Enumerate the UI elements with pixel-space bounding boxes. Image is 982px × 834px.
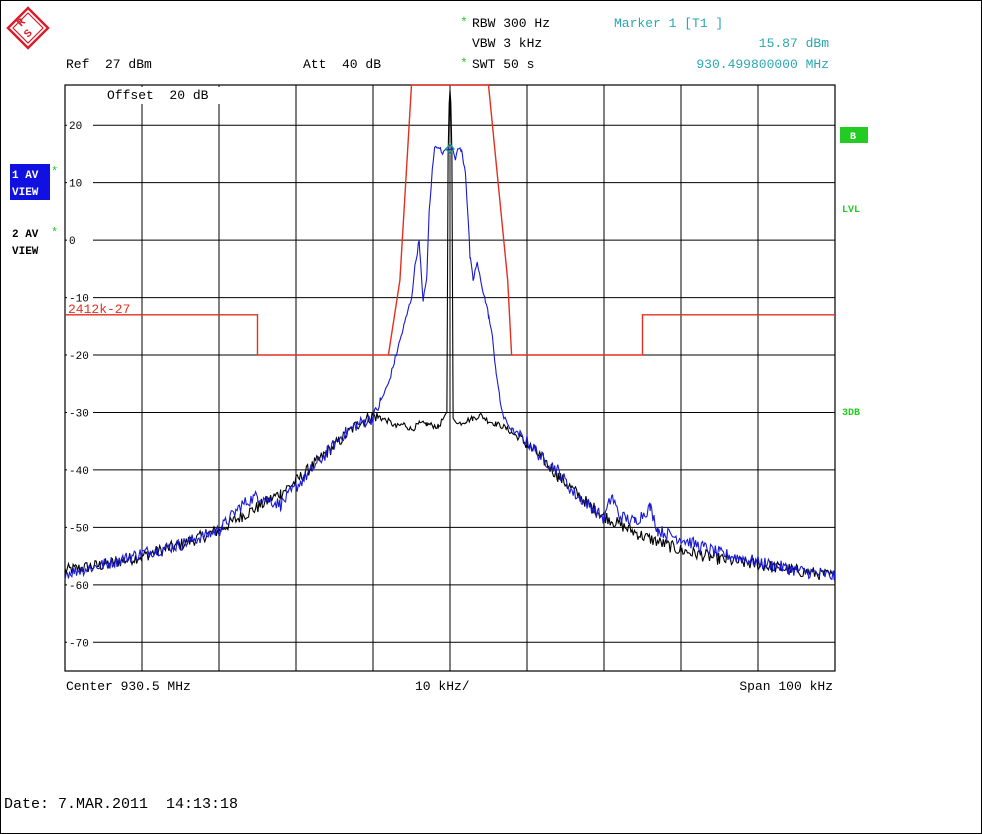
y-tick-label: 10	[69, 179, 82, 191]
y-tick-label: -70	[69, 638, 89, 650]
offset-label: Offset 20 dB	[107, 88, 209, 103]
vbw-setting: VBW 3 kHz	[472, 36, 542, 51]
trace2-label: 2 AV	[12, 229, 39, 241]
span: Span 100 kHz	[739, 679, 833, 694]
trace1-label: 1 AV	[12, 170, 39, 182]
y-tick-label: -60	[69, 581, 89, 593]
trace2-star: *	[51, 226, 58, 240]
marker-frequency: 930.499800000 MHz	[696, 57, 829, 72]
trace1-mode: VIEW	[12, 187, 39, 199]
capture-date: Date: 7.MAR.2011 14:13:18	[4, 796, 238, 813]
swt-star: *	[460, 56, 468, 71]
swt-setting: SWT 50 s	[472, 57, 534, 72]
marker-title: Marker 1 [T1 ]	[614, 16, 723, 31]
trace2-mode: VIEW	[12, 246, 39, 258]
frequency-per-division: 10 kHz/	[415, 679, 470, 694]
y-tick-label: -40	[69, 466, 89, 478]
center-frequency: Center 930.5 MHz	[66, 679, 191, 694]
y-tick-label: 0	[69, 236, 76, 248]
y-tick-label: -50	[69, 523, 89, 535]
y-tick-label: -20	[69, 351, 89, 363]
y-tick-label: 20	[69, 121, 82, 133]
y-tick-label: -30	[69, 408, 89, 420]
limit-line-label: 2412k-27	[68, 302, 130, 317]
trace1-star: *	[51, 165, 58, 179]
rbw-setting: RBW 300 Hz	[472, 16, 550, 31]
attenuation: Att 40 dB	[303, 57, 381, 72]
ref-level: Ref 27 dBm	[66, 57, 152, 72]
3db-indicator: 3DB	[842, 408, 860, 419]
rbw-star: *	[460, 15, 468, 30]
b-badge: B	[850, 132, 856, 143]
marker-level: 15.87 dBm	[759, 36, 829, 51]
lvl-indicator: LVL	[842, 205, 860, 216]
